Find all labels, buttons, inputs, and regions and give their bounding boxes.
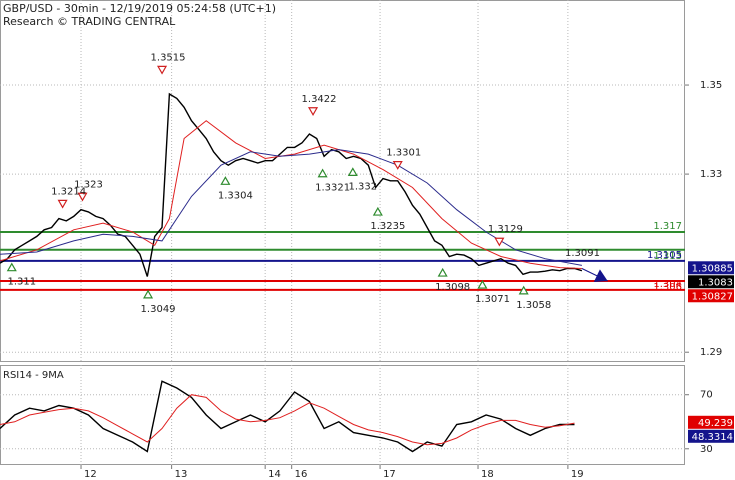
level-label: 1.317 <box>653 221 682 232</box>
x-tick-label: 13 <box>175 469 188 480</box>
price-pane-frame <box>0 0 685 362</box>
high-marker <box>308 107 319 116</box>
low-label: 1.3304 <box>218 190 253 201</box>
projection-arrow <box>593 269 608 283</box>
low-label: 1.3049 <box>141 304 176 315</box>
x-tick-label: 17 <box>383 469 396 480</box>
high-label: 1.3422 <box>302 94 337 105</box>
last-value-label: 49.239 <box>698 418 733 429</box>
high-label: 1.323 <box>74 179 103 190</box>
high-marker <box>77 192 88 202</box>
last-value-box <box>688 289 734 303</box>
rsi-title: RSI14 - 9MA <box>3 370 64 381</box>
low-marker <box>6 262 17 272</box>
last-value-label: 1.30885 <box>692 263 733 274</box>
low-marker <box>372 206 383 216</box>
low-marker <box>477 279 488 289</box>
x-tick-label: 18 <box>481 469 494 480</box>
y-tick-label: 70 <box>700 390 713 401</box>
rsi-pane-frame <box>0 365 685 465</box>
high-marker <box>392 161 403 170</box>
pane-0 <box>0 0 685 362</box>
high-label: 1.3214 <box>51 186 86 197</box>
low-marker <box>143 289 154 299</box>
low-label: 1.311 <box>7 277 36 288</box>
level-label: 1.304 <box>653 279 682 290</box>
low-label: 1.3071 <box>475 294 510 305</box>
high-label: 1.3301 <box>386 148 421 159</box>
high-label: 1.3129 <box>488 224 523 235</box>
x-tick-label: 14 <box>268 469 281 480</box>
pane-1 <box>0 365 685 465</box>
series-line <box>0 394 575 446</box>
high-label: 1.3515 <box>151 52 186 63</box>
y-tick-label: 1.35 <box>700 80 722 91</box>
y-tick-label: 1.33 <box>700 169 722 180</box>
low-label: 1.3321 <box>315 183 350 194</box>
chart-subtitle: Research © TRADING CENTRAL <box>3 15 176 28</box>
last-value-box <box>688 429 734 443</box>
last-value-label: 48.3314 <box>692 432 733 443</box>
low-label: 1.3098 <box>435 282 470 293</box>
high-marker <box>157 65 168 75</box>
high-marker <box>494 237 505 247</box>
low-label: 1.332 <box>348 181 377 192</box>
y-tick-label: 1.29 <box>700 347 722 358</box>
chart-title: GBP/USD - 30min - 12/19/2019 05:24:58 (U… <box>3 2 276 15</box>
x-tick-label: 19 <box>571 469 584 480</box>
level-label: 1.3105 <box>647 250 682 261</box>
last-value-box <box>688 275 734 289</box>
series-line <box>0 149 582 266</box>
series-line <box>0 92 583 277</box>
high-marker <box>57 199 68 209</box>
level-label: 1.313 <box>653 251 682 262</box>
low-marker <box>220 176 231 185</box>
y-tick-label: 30 <box>700 444 713 455</box>
low-marker <box>347 167 358 177</box>
low-label: 1.3058 <box>516 300 551 311</box>
last-value-box <box>688 415 734 429</box>
low-marker <box>518 285 529 295</box>
low-marker <box>317 168 328 178</box>
last-value-label: 1.30827 <box>692 291 733 302</box>
x-tick-label: 12 <box>84 469 97 480</box>
last-value-box <box>688 261 734 275</box>
low-marker <box>437 267 448 277</box>
x-tick-label: 16 <box>295 469 308 480</box>
level-label: 1.306 <box>653 282 682 293</box>
low-label: 1.3235 <box>370 221 405 232</box>
last-value-label: 1.3083 <box>698 277 733 288</box>
price-label: 1.3091 <box>565 248 600 259</box>
series-line <box>0 380 575 453</box>
